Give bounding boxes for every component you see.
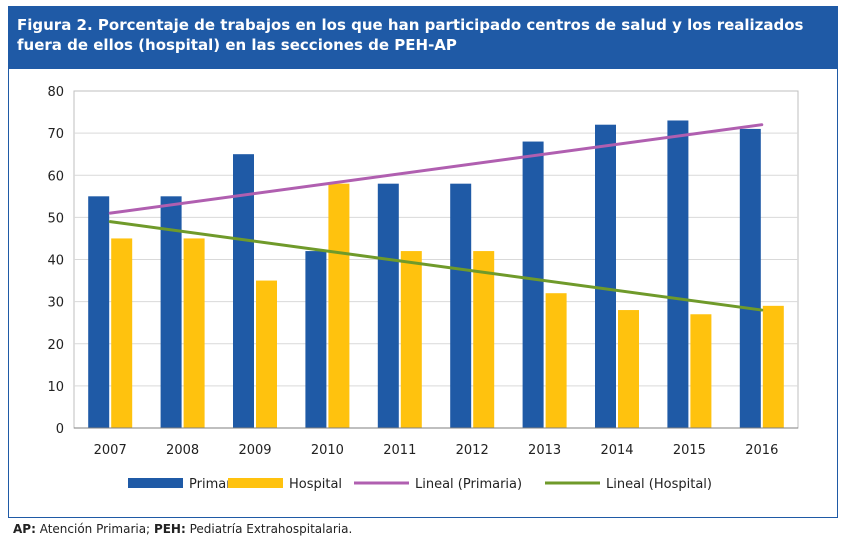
bar-primaria-2014 [595, 124, 616, 428]
chart: 0 10 20 30 40 50 60 70 80 2007 2008 2009 2010 2011 201… [47, 85, 799, 492]
y-tick-label: 40 [47, 254, 64, 269]
bar-primaria-2015 [667, 120, 689, 429]
y-tick-label: 30 [47, 296, 64, 311]
x-tick-label: 2007 [94, 443, 127, 458]
legend: Primaria Hospital Lineal (Primaria) Lineal … [128, 477, 712, 492]
footnote: AP: Atención Primaria; PEH: Pediatría Ex… [13, 522, 352, 536]
x-tick-label: 2011 [383, 443, 416, 458]
axes: 0 10 20 30 40 50 60 70 80 2007 2008 2009 2010 2011 201… [47, 85, 798, 458]
bar-hospital-2012 [473, 251, 495, 428]
footnote-peh-text: Pediatría Extrahospitalaria. [189, 522, 353, 536]
bars [88, 120, 784, 429]
bar-hospital-2013 [545, 293, 567, 428]
bar-primaria-2007 [88, 196, 110, 428]
x-tick-label: 2010 [311, 443, 344, 458]
x-tick-label: 2014 [600, 443, 633, 458]
x-tick-label: 2015 [673, 443, 706, 458]
trendline-hospital [108, 220, 764, 312]
bar-hospital-2010 [328, 183, 350, 428]
legend-label: Lineal (Hospital) [606, 477, 712, 492]
bar-primaria-2010 [305, 251, 327, 428]
y-tick-label: 80 [47, 85, 64, 100]
y-tick-label: 10 [47, 380, 64, 395]
bar-hospital-2007 [111, 238, 133, 428]
x-tick-label: 2008 [166, 443, 199, 458]
bar-hospital-2009 [256, 280, 277, 428]
y-tick-label: 60 [47, 169, 64, 184]
bar-primaria-2008 [160, 196, 182, 428]
y-tick-label: 0 [56, 422, 64, 437]
x-tick-label: 2016 [745, 443, 778, 458]
footnote-ap-abbr: AP: [13, 522, 36, 536]
bar-primaria-2012 [450, 183, 472, 428]
bar-primaria-2009 [233, 154, 254, 428]
x-tick-label: 2009 [238, 443, 271, 458]
chart-title: Figura 2. Porcentaje de trabajos en los … [17, 16, 804, 54]
legend-swatch [228, 478, 283, 488]
bar-hospital-2011 [400, 251, 422, 428]
y-tick-label: 70 [47, 127, 64, 142]
y-tick-label: 50 [47, 211, 64, 226]
x-tick-label: 2012 [456, 443, 489, 458]
y-tick-label: 20 [47, 338, 64, 353]
bar-hospital-2014 [618, 310, 639, 428]
footnote-peh-abbr: PEH: [153, 522, 186, 536]
footnote-ap-text: Atención Primaria; [39, 522, 151, 536]
trendlines [108, 123, 764, 312]
legend-label: Hospital [289, 477, 342, 492]
title-bar: Figura 2. Porcentaje de trabajos en los … [9, 7, 837, 69]
bar-hospital-2008 [183, 238, 205, 428]
bar-primaria-2016 [739, 128, 761, 428]
bar-primaria-2013 [522, 141, 544, 429]
trendline-primaria [108, 123, 764, 215]
legend-label: Lineal (Primaria) [415, 477, 522, 492]
bar-primaria-2011 [377, 183, 399, 428]
grid-lines [73, 90, 799, 429]
legend-swatch [128, 478, 183, 488]
x-tick-label: 2013 [528, 443, 561, 458]
bar-hospital-2015 [690, 314, 712, 428]
bar-hospital-2016 [762, 305, 784, 428]
